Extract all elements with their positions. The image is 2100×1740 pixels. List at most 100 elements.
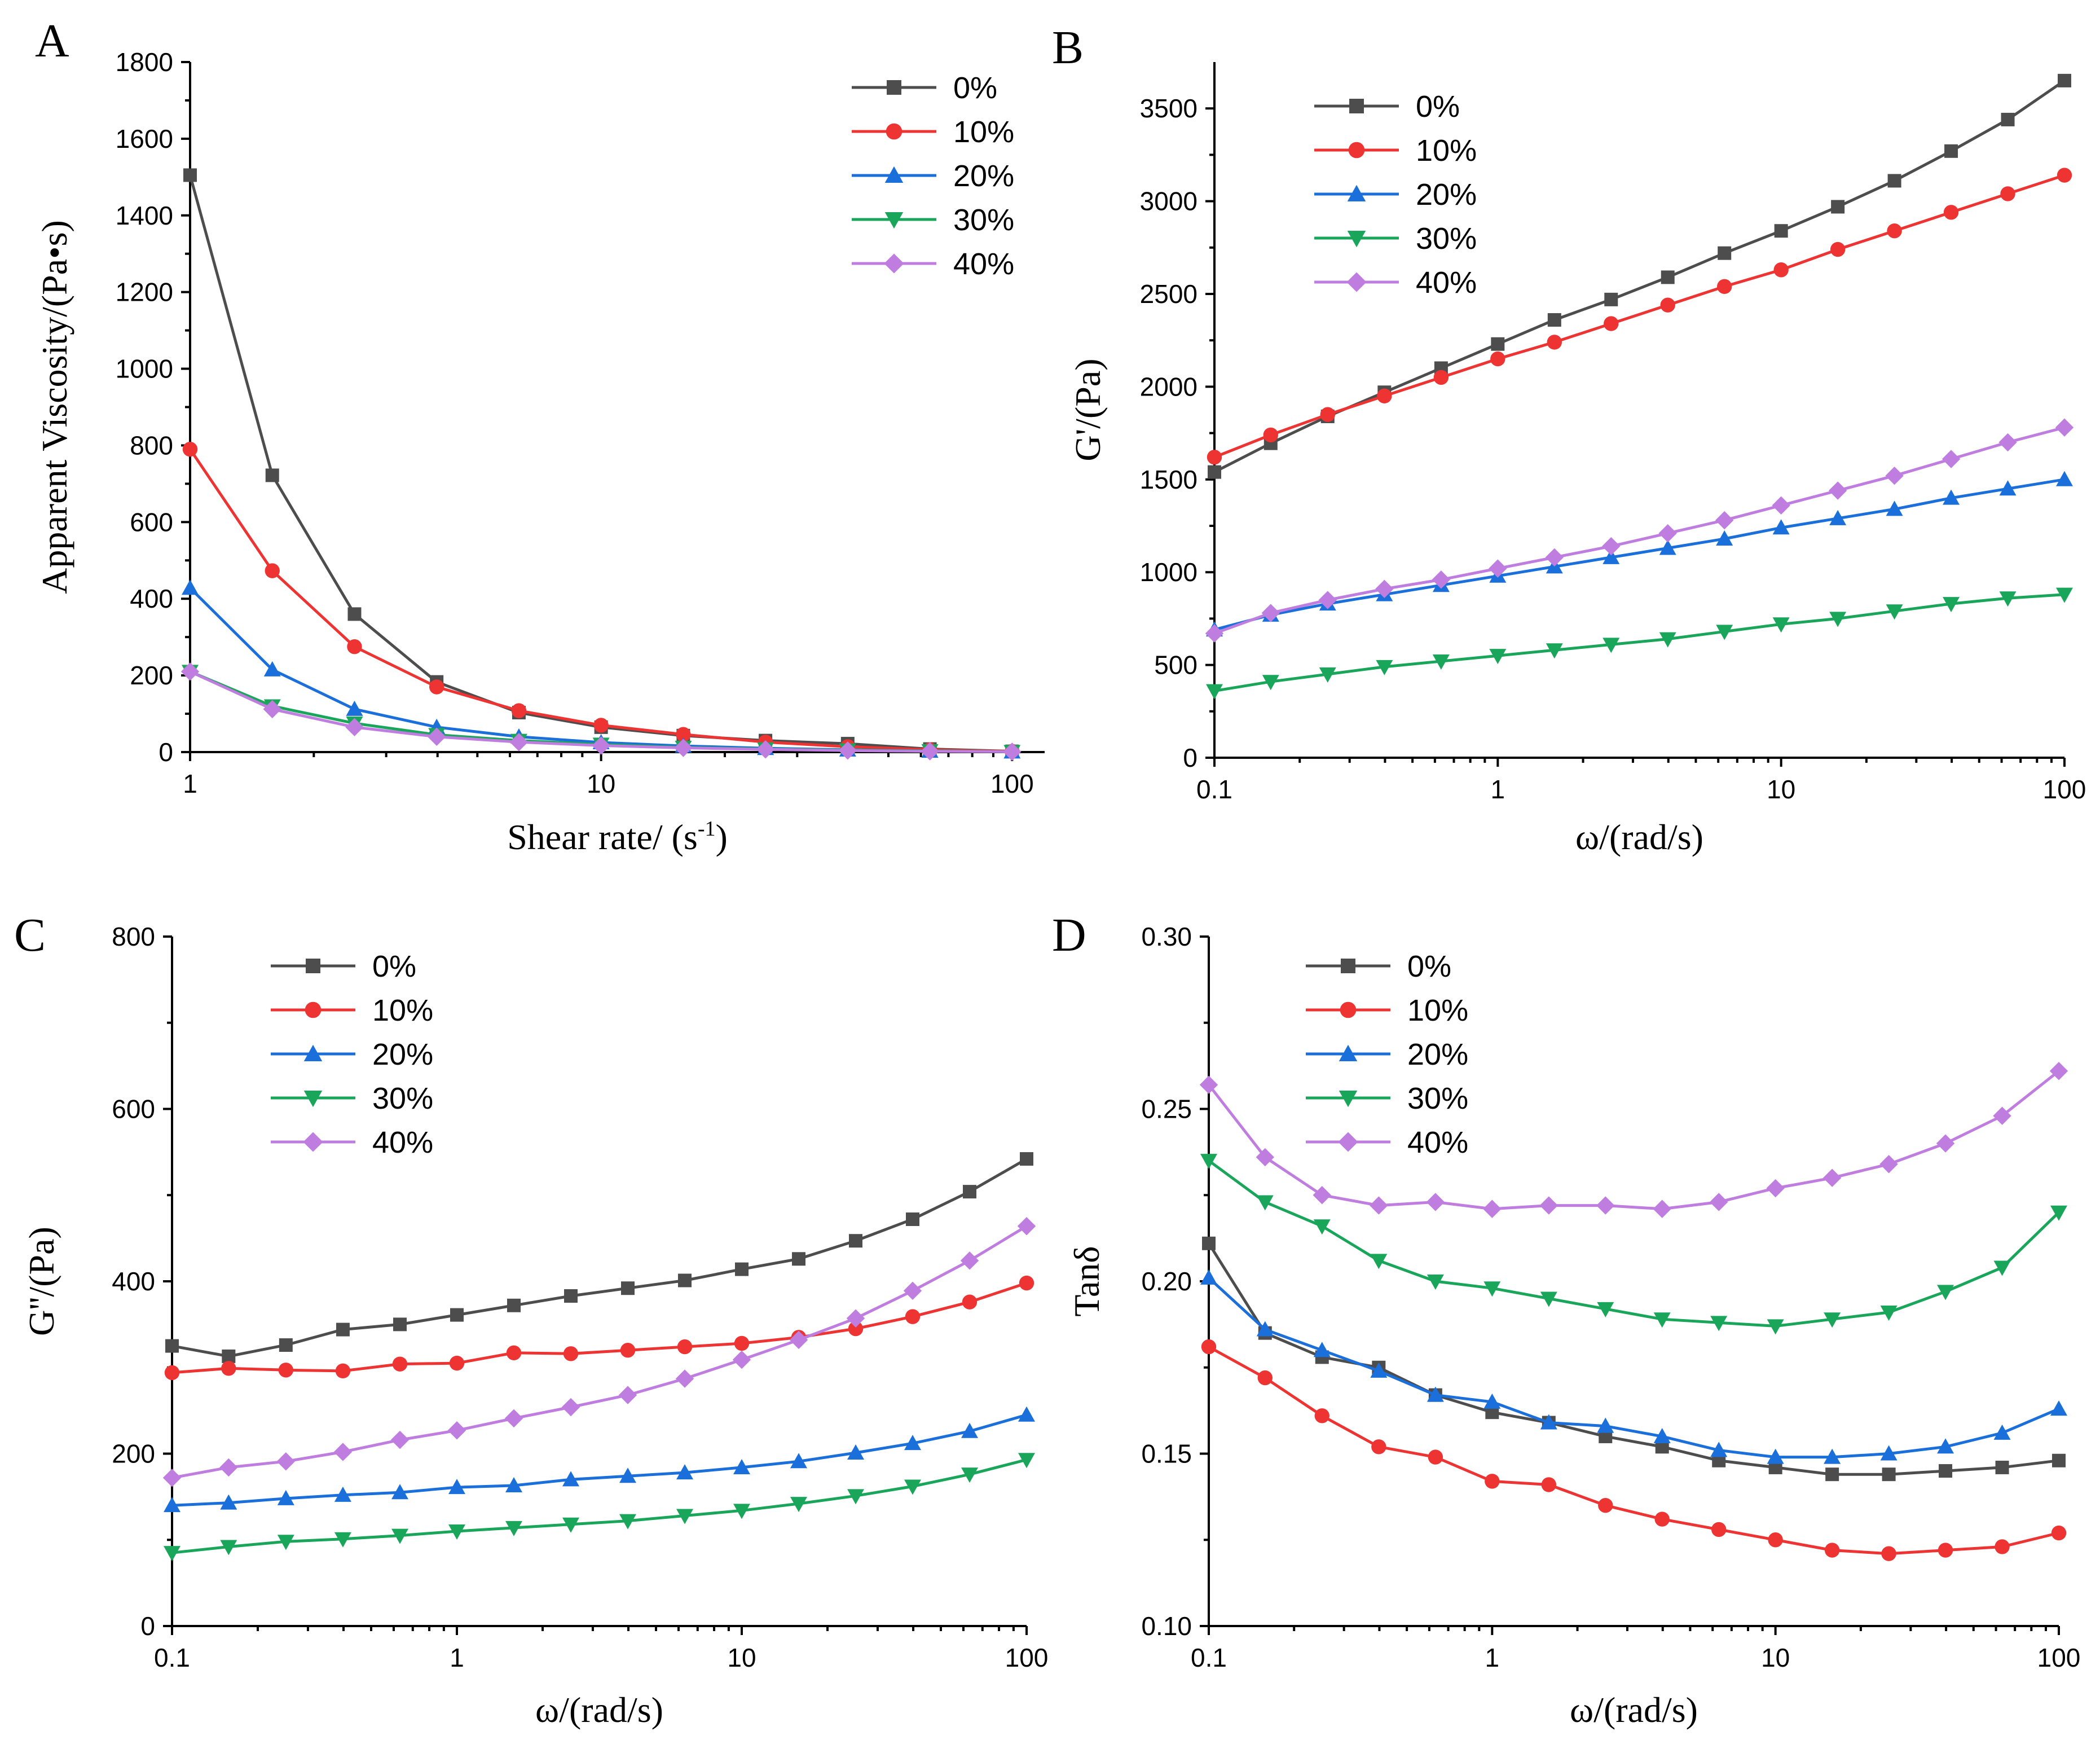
- data-point: [391, 1484, 409, 1500]
- x-tick-label: 100: [1005, 1643, 1049, 1672]
- data-point: [1716, 530, 1733, 546]
- data-point: [1483, 1393, 1501, 1409]
- y-tick-label: 1800: [116, 47, 173, 77]
- data-point: [1943, 205, 1959, 220]
- data-point: [162, 1469, 182, 1487]
- series-line: [171, 1458, 1027, 1554]
- legend-label: 0%: [953, 71, 997, 105]
- data-point: [334, 1532, 351, 1548]
- legend-marker: [306, 959, 320, 973]
- data-point: [1483, 1199, 1502, 1218]
- data-point: [1661, 270, 1675, 284]
- data-point: [1653, 1427, 1671, 1443]
- data-point: [1824, 1312, 1841, 1328]
- x-tick-label: 10: [1761, 1643, 1790, 1672]
- data-point: [448, 1524, 465, 1540]
- data-point: [619, 1514, 636, 1530]
- data-point: [1882, 1467, 1896, 1482]
- data-point: [1995, 1460, 2009, 1474]
- series-d-0: [1202, 1236, 2066, 1482]
- legend-label: 30%: [372, 1082, 433, 1115]
- data-point: [263, 700, 281, 719]
- data-point: [847, 1444, 865, 1460]
- data-point: [1256, 1148, 1274, 1167]
- series-line: [171, 1281, 1027, 1374]
- x-tick-label: 100: [2043, 775, 2086, 804]
- data-point: [1377, 388, 1392, 404]
- data-point: [1822, 1168, 1842, 1187]
- data-point: [1370, 1362, 1388, 1378]
- data-point: [180, 662, 200, 681]
- data-point: [333, 1443, 353, 1461]
- data-point: [792, 1252, 806, 1266]
- y-axis-title: Tanδ: [1067, 1246, 1107, 1316]
- data-point: [789, 1330, 808, 1350]
- data-point: [1604, 292, 1618, 306]
- data-point: [506, 1345, 522, 1360]
- data-point: [675, 1369, 694, 1388]
- panel-b: B 0 500 1000 1500 2000 2500 3000 3500 0.1 1 10 100 ω/…: [1052, 21, 2086, 857]
- data-point: [563, 1346, 579, 1361]
- data-point: [1202, 1236, 1216, 1250]
- y-tick-label: 200: [112, 1439, 155, 1469]
- y-tick-label: 2000: [1140, 372, 1198, 401]
- data-point: [1887, 223, 1902, 239]
- legend-marker: [303, 1132, 323, 1152]
- series-c-2: [164, 1406, 1035, 1513]
- legend-label: 40%: [1407, 1126, 1468, 1159]
- data-point: [505, 1477, 523, 1493]
- x-tick-label: 1: [450, 1643, 464, 1672]
- y-tick-label: 1600: [116, 124, 173, 153]
- data-point: [2050, 1400, 2067, 1416]
- data-point: [1200, 1154, 1217, 1170]
- series-d-2: [1200, 1269, 2067, 1464]
- data-point: [1830, 241, 1846, 257]
- y-tick-label: 2500: [1140, 279, 1198, 309]
- data-point: [1995, 1539, 2010, 1554]
- data-point: [1208, 465, 1221, 479]
- data-point: [735, 1262, 749, 1276]
- data-point: [903, 1281, 922, 1300]
- series-c-1: [164, 1275, 1034, 1381]
- data-point: [1432, 654, 1450, 670]
- panel-letter-b: B: [1052, 21, 1084, 74]
- data-point: [620, 1343, 636, 1358]
- legend-marker: [1339, 1091, 1358, 1108]
- data-point: [504, 1409, 523, 1428]
- legend-marker: [1346, 272, 1367, 292]
- data-point: [1483, 1281, 1501, 1297]
- x-tick-label: 10: [587, 769, 615, 798]
- data-point: [1938, 1543, 1953, 1558]
- data-point: [1659, 632, 1676, 648]
- data-point: [1314, 1408, 1329, 1423]
- data-point: [734, 1335, 750, 1351]
- x-tick-label: 10: [727, 1643, 756, 1672]
- panel-c: C 0 200 400 600 800 0.1 1 10 100 ω/(rad/s) G''/(Pa)…: [14, 909, 1048, 1730]
- data-point: [1829, 612, 1847, 627]
- legend-marker: [1347, 184, 1366, 201]
- data-point: [1207, 450, 1222, 465]
- data-point: [1432, 570, 1451, 589]
- data-point: [564, 1289, 578, 1303]
- data-point: [592, 736, 610, 755]
- data-point: [165, 1339, 179, 1353]
- y-tick-label: 0.25: [1141, 1095, 1192, 1124]
- data-point: [1427, 1275, 1444, 1290]
- y-tick-label: 1200: [116, 278, 173, 307]
- data-point: [790, 1497, 808, 1513]
- data-point: [1825, 1467, 1839, 1482]
- x-tick-label: 100: [990, 769, 1034, 798]
- data-point: [2056, 587, 2073, 603]
- data-point: [1313, 1342, 1331, 1357]
- data-point: [450, 1308, 464, 1322]
- data-point: [222, 1349, 236, 1363]
- data-point: [1199, 1075, 1218, 1094]
- data-point: [562, 1471, 580, 1487]
- y-tick-label: 0.15: [1141, 1439, 1192, 1469]
- series-line: [1214, 478, 2065, 631]
- data-point: [1491, 337, 1505, 351]
- data-point: [393, 1317, 407, 1332]
- data-point: [1880, 1445, 1898, 1461]
- legend-marker: [1340, 1001, 1357, 1018]
- data-point: [678, 1273, 692, 1288]
